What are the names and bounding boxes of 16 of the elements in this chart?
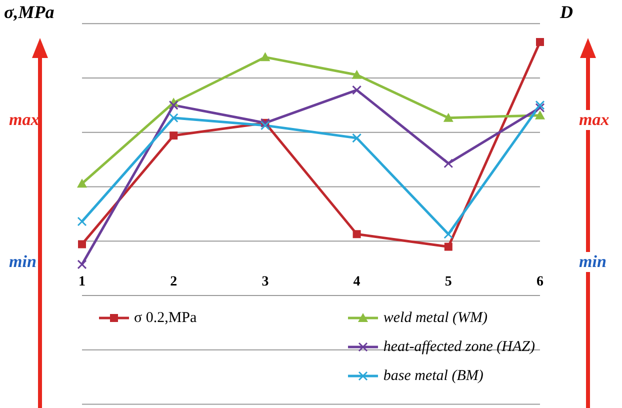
text: max — [8, 110, 40, 130]
legend-label: heat-affected zone (HAZ) — [383, 338, 535, 356]
x-tick-label: 6 — [536, 274, 544, 290]
x-tick-label: 4 — [353, 274, 360, 290]
y-axis-title: σ,MPa — [4, 2, 54, 23]
x-tick-label: 2 — [170, 274, 178, 290]
x-tick-label: 1 — [78, 274, 86, 290]
legend-label: σ 0.2,MPa — [134, 310, 197, 326]
text: max — [578, 110, 610, 130]
legend-label: weld metal (WM) — [383, 310, 488, 326]
x-tick-label: 5 — [444, 274, 452, 290]
y2-axis-title: D — [560, 2, 573, 23]
legend-label: base metal (BM) — [383, 368, 484, 384]
x-tick-label: 3 — [262, 274, 269, 290]
text: min — [8, 252, 38, 272]
text: min — [578, 252, 608, 272]
